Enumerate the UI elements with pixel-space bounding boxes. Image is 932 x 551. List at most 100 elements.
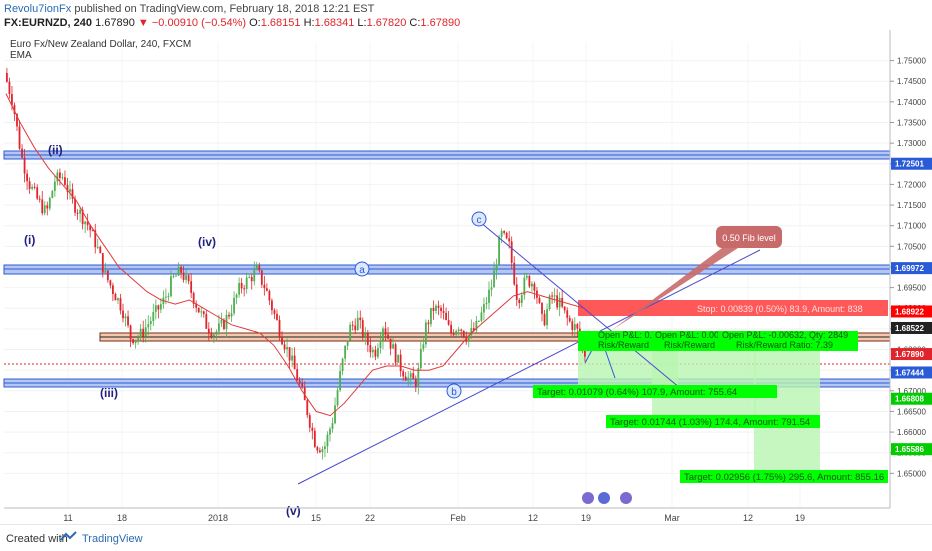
candle-body xyxy=(515,284,518,300)
candle-body xyxy=(26,173,28,182)
candle-body xyxy=(238,283,241,295)
candle-body xyxy=(488,289,490,303)
last-price: 1.67890 xyxy=(95,17,135,29)
candle-body xyxy=(387,334,389,339)
candle-body xyxy=(223,319,225,330)
event-icon[interactable] xyxy=(620,492,632,504)
candle-body xyxy=(477,320,480,322)
candle-body xyxy=(346,340,349,346)
wave-ii: (ii) xyxy=(48,143,63,157)
candle-body xyxy=(341,358,344,372)
candle-body xyxy=(528,275,531,287)
y-tick-label: 1.66500 xyxy=(897,407,926,416)
candle-body xyxy=(16,113,18,127)
candle-body xyxy=(11,93,13,106)
candle-body xyxy=(152,311,155,322)
ohlc-c-label: C: xyxy=(409,17,421,29)
event-icon[interactable] xyxy=(582,492,594,504)
callout-text: 0.50 Fib level xyxy=(722,233,776,243)
candle-body xyxy=(424,322,427,345)
candle-body xyxy=(407,377,410,381)
event-icon[interactable] xyxy=(598,492,610,504)
candle-body xyxy=(69,189,71,192)
candle-body xyxy=(278,319,281,337)
y-tick-label: 1.72000 xyxy=(897,180,926,189)
chart-header: Revolu7ionFx published on TradingView.co… xyxy=(0,0,932,30)
candle-body xyxy=(402,371,405,377)
price-level-tag: 1.72501 xyxy=(895,160,924,169)
candle-body xyxy=(442,311,445,313)
candle-body xyxy=(377,348,379,357)
candle-body xyxy=(258,265,261,271)
candle-body xyxy=(462,330,465,337)
candle-body xyxy=(321,449,324,453)
price-level-tag: 1.65586 xyxy=(895,445,924,454)
candle-body xyxy=(101,253,104,273)
candle-body xyxy=(124,316,127,319)
candle-body xyxy=(316,447,319,451)
candle-body xyxy=(399,354,402,372)
candle-body xyxy=(409,373,412,378)
candle-body xyxy=(215,331,218,335)
candle-body xyxy=(313,430,316,448)
stop-label: Stop: 0.00839 (0.50%) 83.9, Amount: 838 xyxy=(697,304,863,314)
ema-line xyxy=(5,93,585,417)
candle-body xyxy=(457,329,460,331)
y-tick-label: 1.74000 xyxy=(897,98,926,107)
candle-body xyxy=(460,329,463,331)
candle-body xyxy=(364,333,367,337)
open-pnl-2: Open P&L: 0.00 xyxy=(655,330,719,340)
ohlc-low: 1.67820 xyxy=(366,17,407,29)
candle-body xyxy=(318,450,321,453)
candle-body xyxy=(81,209,84,225)
candle-body xyxy=(142,328,145,337)
candle-body xyxy=(21,148,23,158)
candle-body xyxy=(268,290,271,301)
resistance-zone-169972 xyxy=(3,264,891,275)
wave-b: b xyxy=(451,387,457,398)
candle-body xyxy=(359,317,362,321)
candle-body xyxy=(38,198,41,200)
candle-body xyxy=(513,262,516,285)
candle-body xyxy=(122,310,124,319)
candle-body xyxy=(212,334,215,337)
candle-body xyxy=(149,321,152,325)
candle-body xyxy=(154,305,157,312)
candle-body xyxy=(422,344,425,349)
tradingview-brand[interactable]: TradingView xyxy=(82,533,143,545)
candle-body xyxy=(329,428,331,435)
candle-body xyxy=(573,324,576,330)
price-level-tag: 1.67890 xyxy=(895,350,924,359)
target-box-3 xyxy=(754,331,820,481)
candle-body xyxy=(8,81,11,94)
author-link[interactable]: Revolu7ionFx xyxy=(4,3,72,15)
candle-body xyxy=(276,313,278,320)
candle-body xyxy=(46,205,49,209)
x-tick-label: 19 xyxy=(795,513,805,523)
candle-body xyxy=(205,314,208,329)
event-icons[interactable] xyxy=(582,492,632,504)
candle-body xyxy=(200,311,203,313)
chart-area[interactable]: 0.50 Fib level (ii) (i) (iv) (iii) (v) a… xyxy=(0,30,932,524)
candle-body xyxy=(132,339,135,344)
candle-body xyxy=(61,177,64,179)
y-tick-label: 1.71500 xyxy=(897,201,926,210)
x-axis[interactable]: 11 18 2018 15 22 Feb 12 19 Mar 12 19 xyxy=(63,513,805,523)
candle-body xyxy=(182,272,185,280)
candle-body xyxy=(432,307,435,311)
rr-label-3: Risk/Reward Ratio: 7.39 xyxy=(736,340,833,350)
price-chart[interactable]: 0.50 Fib level (ii) (i) (iv) (iii) (v) a… xyxy=(0,30,932,524)
candle-body xyxy=(175,275,177,277)
candle-body xyxy=(447,319,450,325)
candle-body xyxy=(243,288,246,290)
wave-c-marker: c xyxy=(471,211,487,227)
candle-body xyxy=(245,277,248,289)
candle-body xyxy=(530,283,533,287)
candle-body xyxy=(505,232,508,239)
candle-body xyxy=(543,313,546,326)
tradingview-logo-icon[interactable] xyxy=(60,530,78,544)
candle-body xyxy=(467,335,470,342)
wave-iv: (iv) xyxy=(198,235,216,249)
candle-body xyxy=(435,305,437,311)
ohlc-l-label: L: xyxy=(357,17,367,29)
